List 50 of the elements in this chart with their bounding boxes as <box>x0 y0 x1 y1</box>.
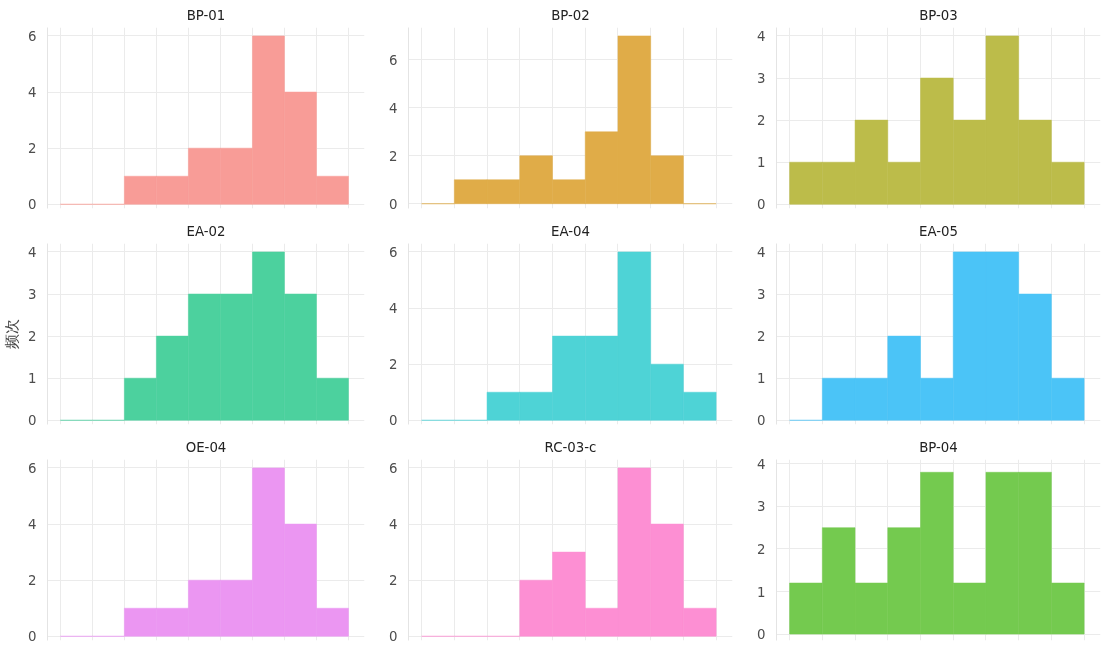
chart-title: EA-05 <box>918 223 959 239</box>
chart-title: RC-03-c <box>544 439 597 455</box>
y-tick-label: 4 <box>389 517 398 533</box>
y-tick-label: 4 <box>757 28 766 44</box>
chart-title: EA-04 <box>550 223 591 239</box>
y-tick-label: 6 <box>28 28 37 44</box>
y-tick-label: 3 <box>757 499 766 515</box>
y-tick-label: 2 <box>28 329 37 345</box>
y-tick-label: 1 <box>28 371 37 387</box>
y-tick-label: 0 <box>389 196 398 212</box>
chart-title: OE-04 <box>185 439 227 455</box>
y-tick-label: 6 <box>389 460 398 476</box>
y-tick-label: 2 <box>389 148 398 164</box>
y-tick-label: 2 <box>389 357 398 373</box>
y-tick-label: 2 <box>757 113 766 129</box>
y-tick-label: 0 <box>28 413 37 429</box>
chart-title: BP-03 <box>919 7 958 23</box>
y-tick-label: 4 <box>28 244 37 260</box>
y-tick-label: 3 <box>28 287 37 303</box>
y-tick-label: 6 <box>389 244 398 260</box>
y-tick-label: 4 <box>389 301 398 317</box>
y-tick-label: 4 <box>28 517 37 533</box>
y-tick-label: 1 <box>757 371 766 387</box>
y-tick-label: 4 <box>757 456 766 472</box>
y-tick-label: 0 <box>389 413 398 429</box>
chart-title: BP-04 <box>919 439 958 455</box>
y-tick-label: 0 <box>757 627 766 643</box>
y-tick-label: 6 <box>28 460 37 476</box>
y-tick-label: 2 <box>757 329 766 345</box>
y-tick-label: 6 <box>389 52 398 68</box>
y-tick-label: 4 <box>757 244 766 260</box>
y-tick-label: 1 <box>757 155 766 171</box>
y-tick-label: 0 <box>389 629 398 645</box>
y-tick-label: 4 <box>389 100 398 116</box>
y-tick-label: 0 <box>28 197 37 213</box>
y-tick-label: 3 <box>757 287 766 303</box>
chart-title: BP-02 <box>551 7 590 23</box>
y-tick-label: 2 <box>28 141 37 157</box>
y-tick-label: 3 <box>757 71 766 87</box>
y-tick-label: 0 <box>757 197 766 213</box>
y-tick-label: 2 <box>28 573 37 589</box>
chart-title: BP-01 <box>186 7 226 23</box>
y-axis-title: 频次 <box>3 319 21 349</box>
y-tick-label: 4 <box>28 85 37 101</box>
y-tick-label: 2 <box>757 541 766 557</box>
y-tick-label: 0 <box>757 413 766 429</box>
y-tick-label: 0 <box>28 629 37 645</box>
y-tick-label: 1 <box>757 584 766 600</box>
chart-title: EA-02 <box>186 223 226 239</box>
y-tick-label: 2 <box>389 573 398 589</box>
